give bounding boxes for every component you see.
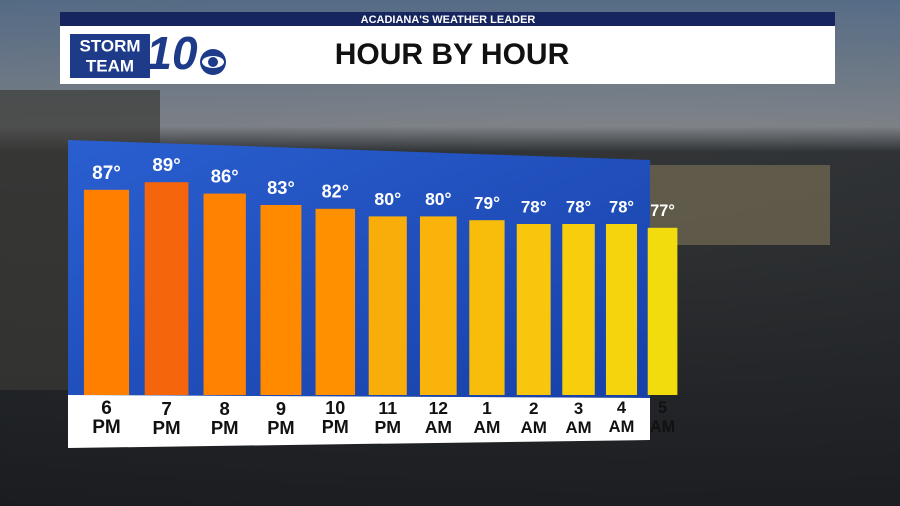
chart-title: HOUR BY HOUR [335,38,570,71]
value-label: 80° [374,189,401,209]
x-tick-label: 3 AM [565,399,592,437]
logo-text: STORM [79,36,140,55]
value-label: 79° [474,193,500,213]
banner: ACADIANA'S WEATHER LEADER [361,14,536,26]
bar [83,189,130,395]
x-tick-label: 6 PM [92,398,121,438]
value-label: 83° [267,177,295,198]
bar [419,216,457,395]
logo-box [70,34,150,78]
x-tick-label: 12 AM [424,398,452,437]
cbs-eye [208,57,218,67]
bar [368,216,407,395]
value-label: 78° [521,197,547,216]
bar [203,193,246,395]
x-tick-label: 9 PM [267,398,295,438]
x-tick-label: 4 AM [608,399,635,436]
value-label: 89° [152,154,180,175]
label-strip [68,395,650,448]
bar [647,227,678,395]
bar [562,224,595,395]
bar [469,220,505,395]
x-tick-label: 7 PM [152,398,181,438]
value-label: 87° [92,163,121,184]
x-tick-label: 10 PM [321,398,349,437]
value-label: 77° [650,202,675,220]
logo-number: 10 [146,27,198,79]
building [650,165,830,245]
bar [315,208,356,395]
bar [260,205,302,395]
x-tick-label: 5 AM [649,399,676,436]
x-tick-label: 1 AM [473,398,501,437]
value-label: 80° [425,189,451,209]
x-tick-label: 8 PM [210,398,239,438]
x-tick-label: 2 AM [520,399,547,437]
bar [605,224,638,395]
value-label: 82° [322,182,349,202]
bar [516,224,551,395]
logo-text: TEAM [86,56,134,75]
bar [144,182,189,395]
value-label: 78° [609,198,634,216]
banner-bar [60,12,835,26]
value-label: 78° [566,197,591,216]
x-tick-label: 11 PM [374,398,402,437]
value-label: 86° [211,165,239,186]
